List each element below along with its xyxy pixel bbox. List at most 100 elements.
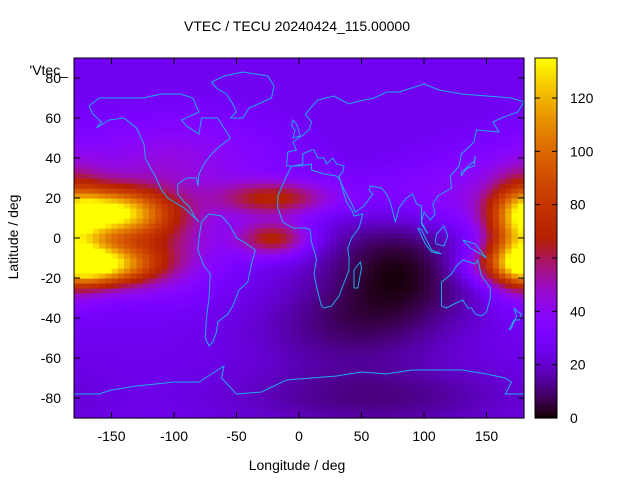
heatmap-cell bbox=[149, 188, 156, 194]
heatmap-cell bbox=[249, 93, 256, 99]
heatmap-cell bbox=[292, 228, 300, 234]
heatmap-cell bbox=[174, 193, 181, 199]
heatmap-cell bbox=[336, 218, 344, 224]
heatmap-cell bbox=[361, 313, 369, 319]
heatmap-cell bbox=[74, 358, 81, 364]
heatmap-cell bbox=[361, 133, 369, 139]
heatmap-cell bbox=[442, 183, 450, 189]
heatmap-cell bbox=[449, 103, 456, 109]
heatmap-cell bbox=[192, 268, 200, 274]
heatmap-cell bbox=[449, 253, 456, 259]
heatmap-cell bbox=[411, 348, 419, 354]
heatmap-cell bbox=[505, 368, 513, 374]
heatmap-cell bbox=[117, 288, 125, 294]
heatmap-cell bbox=[249, 148, 256, 154]
heatmap-cell bbox=[455, 253, 463, 259]
heatmap-cell bbox=[230, 183, 238, 189]
heatmap-cell bbox=[330, 203, 338, 209]
heatmap-cell bbox=[236, 338, 244, 344]
heatmap-cell bbox=[436, 398, 444, 404]
heatmap-cell bbox=[349, 398, 356, 404]
heatmap-cell bbox=[399, 223, 406, 229]
heatmap-cell bbox=[99, 193, 106, 199]
heatmap-cell bbox=[480, 363, 488, 369]
heatmap-cell bbox=[424, 88, 431, 94]
heatmap-cell bbox=[511, 98, 519, 104]
heatmap-cell bbox=[336, 393, 344, 399]
heatmap-cell bbox=[349, 168, 356, 174]
heatmap-cell bbox=[130, 413, 138, 419]
heatmap-cell bbox=[149, 383, 156, 389]
heatmap-cell bbox=[286, 363, 294, 369]
heatmap-cell bbox=[292, 258, 300, 264]
heatmap-cell bbox=[517, 388, 525, 394]
heatmap-cell bbox=[99, 123, 106, 129]
heatmap-cell bbox=[342, 288, 350, 294]
heatmap-cell bbox=[317, 368, 325, 374]
heatmap-cell bbox=[486, 318, 494, 324]
heatmap-cell bbox=[292, 293, 300, 299]
heatmap-cell bbox=[161, 153, 169, 159]
heatmap-cell bbox=[486, 228, 494, 234]
heatmap-cell bbox=[424, 298, 431, 304]
heatmap-cell bbox=[99, 118, 106, 124]
heatmap-cell bbox=[311, 253, 319, 259]
heatmap-cell bbox=[142, 263, 150, 269]
heatmap-cell bbox=[355, 78, 363, 84]
heatmap-cell bbox=[430, 98, 438, 104]
heatmap-cell bbox=[161, 258, 169, 264]
heatmap-cell bbox=[349, 288, 356, 294]
heatmap-cell bbox=[392, 283, 400, 289]
heatmap-cell bbox=[411, 238, 419, 244]
heatmap-cell bbox=[255, 273, 263, 279]
heatmap-cell bbox=[242, 358, 250, 364]
heatmap-cell bbox=[505, 258, 513, 264]
heatmap-cell bbox=[474, 363, 481, 369]
heatmap-cell bbox=[436, 153, 444, 159]
heatmap-cell bbox=[367, 223, 375, 229]
heatmap-cell bbox=[355, 188, 363, 194]
heatmap-cell bbox=[111, 408, 119, 414]
heatmap-cell bbox=[480, 388, 488, 394]
heatmap-cell bbox=[117, 153, 125, 159]
heatmap-cell bbox=[499, 83, 506, 89]
heatmap-cell bbox=[336, 143, 344, 149]
heatmap-cell bbox=[92, 403, 100, 409]
heatmap-cell bbox=[161, 83, 169, 89]
heatmap-cell bbox=[486, 78, 494, 84]
heatmap-cell bbox=[130, 378, 138, 384]
heatmap-cell bbox=[342, 123, 350, 129]
heatmap-cell bbox=[511, 278, 519, 284]
heatmap-cell bbox=[455, 233, 463, 239]
heatmap-cell bbox=[374, 158, 381, 164]
heatmap-cell bbox=[105, 393, 113, 399]
heatmap-cell bbox=[180, 233, 188, 239]
heatmap-cell bbox=[392, 413, 400, 419]
heatmap-cell bbox=[117, 373, 125, 379]
heatmap-cell bbox=[455, 288, 463, 294]
heatmap-cell bbox=[311, 358, 319, 364]
heatmap-cell bbox=[117, 298, 125, 304]
heatmap-cell bbox=[411, 303, 419, 309]
heatmap-cell bbox=[280, 378, 288, 384]
heatmap-cell bbox=[124, 253, 131, 259]
heatmap-cell bbox=[349, 348, 356, 354]
heatmap-cell bbox=[442, 233, 450, 239]
heatmap-cell bbox=[367, 88, 375, 94]
heatmap-cell bbox=[467, 248, 475, 254]
heatmap-cell bbox=[386, 113, 394, 119]
heatmap-cell bbox=[174, 338, 181, 344]
heatmap-cell bbox=[424, 318, 431, 324]
heatmap-cell bbox=[236, 118, 244, 124]
heatmap-cell bbox=[505, 208, 513, 214]
heatmap-cell bbox=[317, 223, 325, 229]
heatmap-cell bbox=[349, 353, 356, 359]
heatmap-cell bbox=[505, 398, 513, 404]
heatmap-cell bbox=[86, 238, 94, 244]
heatmap-cell bbox=[411, 308, 419, 314]
heatmap-cell bbox=[455, 258, 463, 264]
heatmap-cell bbox=[380, 308, 388, 314]
heatmap-cell bbox=[317, 143, 325, 149]
heatmap-cell bbox=[355, 273, 363, 279]
heatmap-cell bbox=[217, 308, 225, 314]
